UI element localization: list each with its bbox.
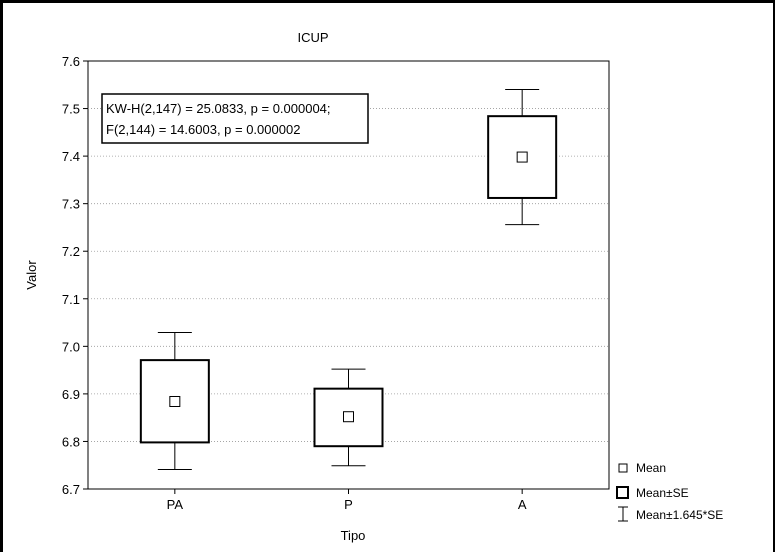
legend-se-marker: [616, 486, 629, 499]
y-tick-label: 7.2: [62, 244, 80, 259]
boxes: [139, 89, 558, 471]
legend: Mean Mean±SE Mean±1.645*SE: [616, 461, 723, 522]
y-tick-label: 7.0: [62, 339, 80, 354]
legend-mean-label: Mean: [636, 461, 666, 475]
y-tick-label: 6.9: [62, 387, 80, 402]
legend-se-label: Mean±SE: [636, 486, 689, 500]
annotation-line-2: F(2,144) = 14.6003, p = 0.000002: [106, 122, 300, 137]
mean-marker: [516, 151, 528, 163]
annotation-box: KW-H(2,147) = 25.0833, p = 0.000004; F(2…: [101, 93, 369, 144]
legend-ci-label: Mean±1.645*SE: [636, 508, 723, 522]
mean-marker: [169, 395, 181, 407]
y-tick-label: 7.6: [62, 54, 80, 69]
y-tick-label: 7.4: [62, 149, 80, 164]
chart-title: ICUP: [297, 30, 328, 45]
y-ticks: 6.7 6.8 6.9 7.0 7.1 7.2 7.3 7.4 7.5 7.6: [62, 54, 88, 497]
annotation-line-1: KW-H(2,147) = 25.0833, p = 0.000004;: [106, 101, 331, 116]
x-tick-label: A: [518, 497, 527, 512]
y-tick-label: 7.1: [62, 292, 80, 307]
y-tick-label: 6.7: [62, 482, 80, 497]
y-axis-label: Valor: [24, 260, 39, 290]
x-tick-label: PA: [167, 497, 184, 512]
y-tick-label: 6.8: [62, 434, 80, 449]
x-ticks: PA P A: [167, 489, 527, 512]
y-tick-label: 7.5: [62, 102, 80, 117]
y-tick-label: 7.3: [62, 197, 80, 212]
x-tick-label: P: [344, 497, 353, 512]
legend-mean-marker: [618, 463, 628, 473]
legend-ci-marker: [618, 506, 628, 522]
mean-marker: [343, 411, 354, 423]
x-axis-label: Tipo: [341, 528, 366, 543]
